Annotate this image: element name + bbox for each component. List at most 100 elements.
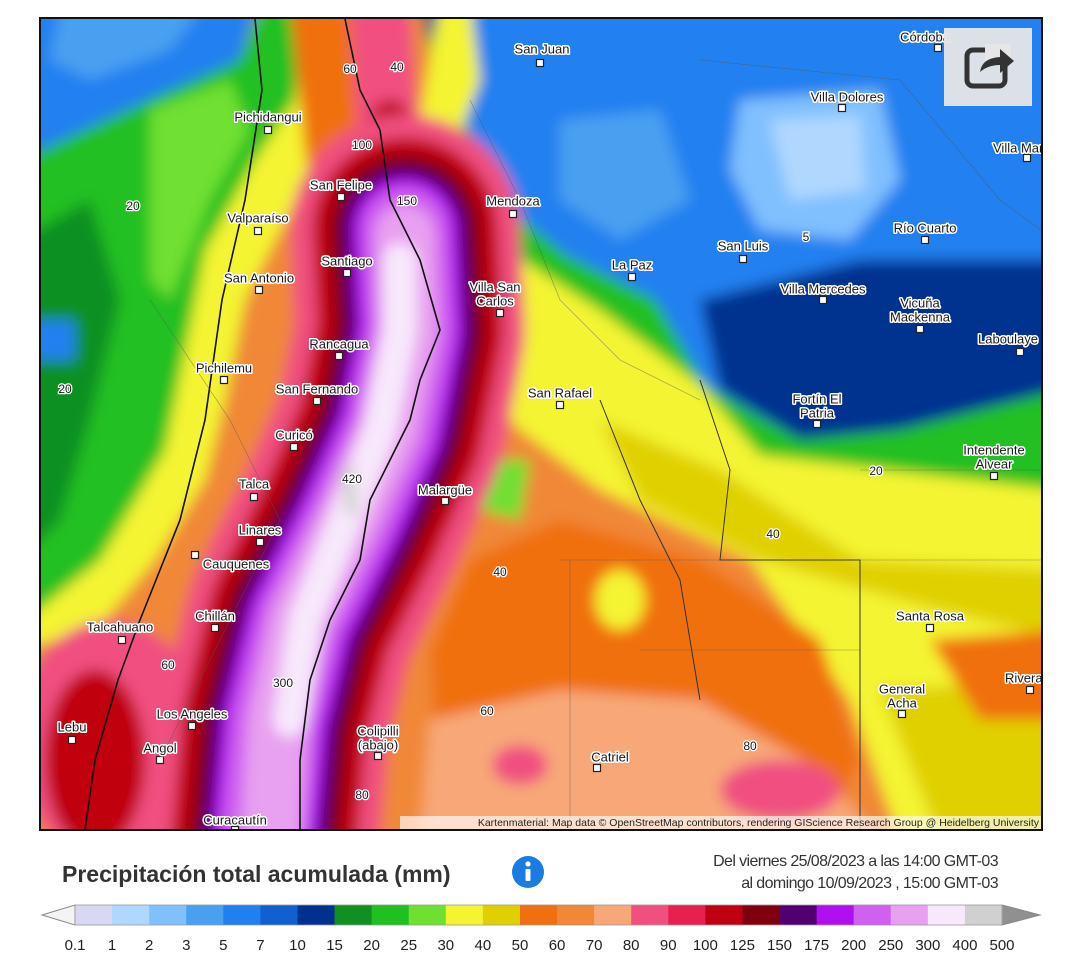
city-label: Curacautín — [203, 812, 267, 827]
map-frame — [39, 17, 1043, 831]
city-marker — [253, 226, 263, 236]
scale-swatch — [631, 905, 669, 925]
city-label: Catriel — [591, 749, 629, 764]
contour-label: 5 — [803, 230, 810, 244]
city-marker — [230, 825, 240, 829]
scale-swatch — [557, 905, 595, 925]
city-label: Curicó — [275, 427, 313, 442]
city-label: Talca — [239, 476, 270, 491]
city-marker — [312, 396, 322, 406]
share-button[interactable] — [944, 28, 1032, 106]
city-label: Angol — [143, 740, 176, 755]
city-label: Cauquenes — [203, 556, 270, 571]
city-marker — [249, 492, 259, 502]
city-label: Santa Rosa — [896, 608, 965, 623]
contour-label: 20 — [126, 199, 140, 213]
scale-tick-label: 10 — [289, 937, 306, 954]
contour-label: 300 — [273, 676, 293, 690]
city-label: Acha — [887, 695, 917, 710]
scale-tick-label: 30 — [437, 937, 454, 954]
contour-label: 60 — [343, 62, 357, 76]
city-marker — [334, 351, 344, 361]
city-label: Vicuña — [900, 295, 940, 310]
city-label: Chillán — [195, 608, 235, 623]
info-icon[interactable] — [512, 856, 544, 888]
city-marker — [1022, 153, 1032, 163]
city-label: Malargüe — [418, 482, 472, 497]
city-marker — [155, 755, 165, 765]
contour-label: 20 — [58, 382, 72, 396]
city-marker — [190, 550, 200, 560]
scale-swatch — [112, 905, 150, 925]
city-marker — [555, 400, 565, 410]
scale-tick-label: 40 — [475, 937, 492, 954]
precip-field — [41, 19, 1041, 829]
scale-arrow-high — [1001, 904, 1042, 926]
contour-label: 150 — [397, 194, 417, 208]
scale-tick-label: 5 — [219, 937, 227, 954]
scale-swatch — [408, 905, 447, 925]
city-label: Los Angeles — [157, 706, 228, 721]
scale-tick-label: 70 — [586, 937, 603, 954]
scale-swatch — [297, 905, 336, 925]
scale-swatch — [742, 905, 781, 925]
scale-swatch — [816, 905, 855, 925]
city-marker — [812, 419, 822, 429]
scale-swatch — [482, 905, 521, 925]
scale-tick-label: 250 — [878, 937, 903, 954]
city-marker — [342, 268, 352, 278]
city-marker — [920, 235, 930, 245]
scale-tick-label: 125 — [730, 937, 755, 954]
scale-tick-label: 2 — [145, 937, 153, 954]
city-marker — [255, 537, 265, 547]
city-marker — [933, 43, 943, 53]
scale-tick-label: 175 — [804, 937, 829, 954]
scale-tick-label: 150 — [767, 937, 792, 954]
city-label: San Antonio — [224, 270, 294, 285]
city-marker — [495, 308, 505, 318]
city-label: Alvear — [976, 456, 1014, 471]
attribution: Kartenmaterial: Map data © OpenStreetMap… — [478, 817, 1040, 829]
contour-label: 40 — [493, 565, 507, 579]
city-label: Santiago — [321, 253, 372, 268]
scale-outline — [74, 904, 1003, 926]
city-label: Colipilli — [357, 723, 398, 738]
city-label: Laboulaye — [978, 331, 1038, 346]
contour-label: 20 — [869, 464, 883, 478]
contour-label: 40 — [766, 527, 780, 541]
city-label: San Juan — [515, 41, 570, 56]
scale-arrow-low — [40, 904, 76, 926]
city-label: (abajo) — [358, 737, 398, 752]
scale-swatch — [445, 905, 484, 925]
city-label: Lebu — [58, 719, 87, 734]
city-marker — [925, 623, 935, 633]
map-labels: San Juan Córdoba Villa Dolores Villa María P… — [56, 28, 1055, 829]
city-marker — [738, 254, 748, 264]
scale-swatch — [334, 905, 373, 925]
city-label: Villa María — [993, 140, 1055, 155]
scale-tick-label: 60 — [549, 937, 566, 954]
city-label: Villa Dolores — [811, 89, 884, 104]
period-end: al domingo 10/09/2023 , 15:00 GMT-03 — [741, 875, 999, 892]
legend-title: Precipitación total acumulada (mm) — [62, 861, 451, 887]
city-marker — [1015, 347, 1025, 357]
city-label: Linares — [239, 522, 282, 537]
city-label: San Luis — [718, 238, 769, 253]
city-label: La Paz — [612, 257, 652, 272]
contour-label: 60 — [161, 658, 175, 672]
city-marker — [818, 295, 828, 305]
city-label: Pichilemu — [196, 360, 252, 375]
city-label: Fortín El — [792, 391, 841, 406]
city-label: Villa Mercedes — [780, 281, 866, 296]
scale-swatch — [668, 905, 706, 925]
city-label: Río Cuarto — [894, 220, 957, 235]
color-scale: 0.1 1 2 3 5 7 10 15 20 25 30 40 50 60 70 80 90 100 125 150 1… — [65, 904, 1015, 954]
city-marker — [117, 635, 127, 645]
contour-label: 60 — [480, 704, 494, 718]
scale-tick-label: 15 — [326, 937, 343, 954]
attribution-bg — [400, 816, 1041, 829]
scale-swatch — [964, 905, 1003, 925]
contour-label: 420 — [342, 472, 362, 486]
city-marker — [837, 103, 847, 113]
